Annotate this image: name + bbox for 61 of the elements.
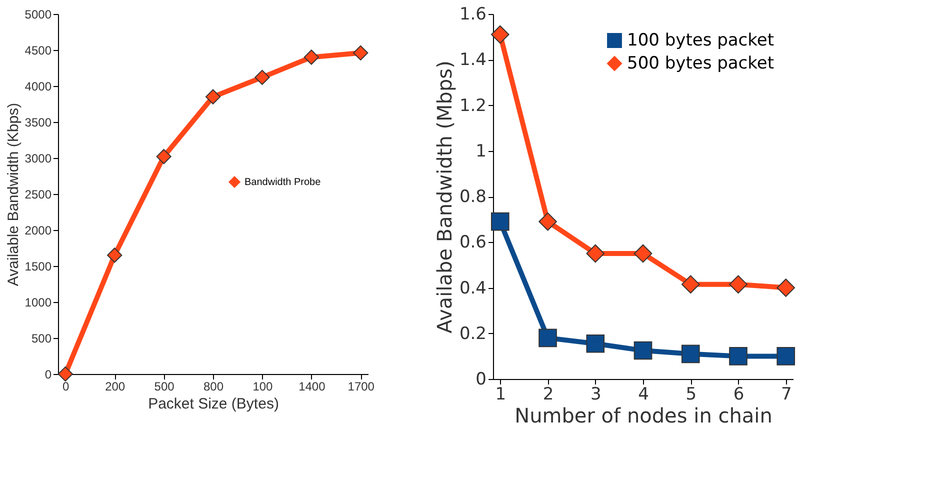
y-tick-label: 2500 (24, 188, 52, 202)
x-tick-label: 0 (62, 380, 70, 394)
point (58, 366, 73, 382)
y-tick-label: 1.2 (459, 96, 486, 116)
x-tick-label: 800 (203, 380, 224, 394)
legend-label: 500 bytes packet (627, 54, 774, 74)
y-tick-label: 4000 (24, 80, 52, 94)
point (304, 50, 319, 65)
point (776, 347, 796, 366)
y-tick-label: 2000 (24, 224, 52, 238)
y-tick-label: 0 (44, 368, 52, 382)
y-tick-label: 1500 (24, 260, 52, 274)
point (634, 244, 652, 263)
y-tick-label: 3500 (24, 116, 52, 130)
x-tick-label: 3 (590, 384, 602, 404)
y-tick-label: 1000 (24, 296, 52, 310)
point (634, 341, 652, 360)
point (538, 212, 557, 231)
point (586, 334, 605, 353)
y-tick-label: 0.6 (459, 232, 486, 253)
y-tick-label: 4500 (24, 44, 52, 58)
y-tick-label: 5000 (24, 8, 52, 22)
y-tick-label: 1.6 (459, 4, 486, 24)
point (353, 45, 368, 60)
x-tick-label: 4 (638, 384, 649, 404)
point (538, 328, 557, 348)
x-axis-title: Number of nodes in chain (514, 404, 772, 428)
y-axis-title: Availabe Bandwidth (Mbps) (432, 60, 456, 334)
x-tick-label: 1700 (348, 380, 375, 394)
y-tick-label: 1.4 (459, 50, 486, 70)
x-tick-label: 500 (154, 380, 175, 394)
point (729, 275, 748, 294)
x-tick-label: 7 (780, 384, 792, 404)
x-tick-label: 1 (495, 384, 506, 404)
y-tick-label: 0.4 (459, 278, 486, 298)
x-tick-label: 5 (686, 384, 697, 404)
point (107, 248, 122, 263)
point (776, 278, 796, 297)
x-tick-label: 100 (252, 380, 274, 394)
point (681, 344, 700, 364)
x-axis-title: Packet Size (Bytes) (148, 396, 279, 412)
x-tick-label: 200 (105, 380, 126, 394)
y-tick-label: 500 (31, 332, 52, 346)
x-tick-label: 1400 (298, 380, 326, 394)
point (586, 244, 605, 263)
x-tick-label: 2 (542, 384, 554, 404)
point (156, 148, 172, 164)
point (681, 275, 700, 294)
point (490, 25, 510, 44)
x-tick-label: 6 (733, 384, 744, 404)
point (205, 89, 221, 104)
y-tick-label: 0.2 (459, 324, 486, 344)
legend-label: Bandwidth Probe (244, 177, 322, 188)
y-tick-label: 1 (476, 141, 486, 162)
y-tick-label: 0.8 (459, 187, 486, 207)
point (490, 212, 510, 231)
point (729, 347, 748, 366)
y-tick-label: 3000 (24, 152, 52, 166)
legend-label: 100 bytes packet (627, 30, 774, 50)
y-axis-title: Available Bandwidth (Kbps) (4, 102, 22, 286)
point (254, 70, 270, 85)
